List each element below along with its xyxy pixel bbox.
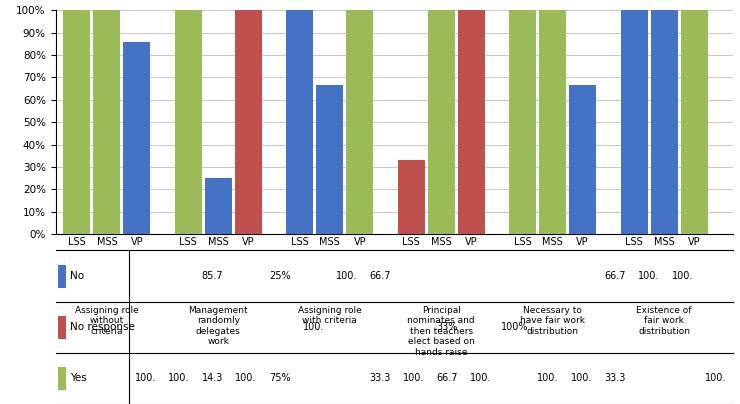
Bar <box>124 42 150 234</box>
Bar <box>64 10 90 234</box>
Text: Necessary to
have fair work
distribution: Necessary to have fair work distribution <box>520 306 585 336</box>
Text: Assigning role
with criteria: Assigning role with criteria <box>298 306 362 326</box>
Text: 33%: 33% <box>437 322 458 332</box>
Text: 75%: 75% <box>269 373 290 383</box>
Text: 100.: 100. <box>303 322 324 332</box>
Bar <box>58 316 67 339</box>
Text: 25%: 25% <box>269 271 290 281</box>
Bar <box>175 10 202 234</box>
Text: No response: No response <box>70 322 135 332</box>
Text: 100.: 100. <box>571 373 592 383</box>
Text: 100.: 100. <box>672 271 693 281</box>
Text: 100.: 100. <box>135 373 156 383</box>
Text: Management
randomly
delegates
work: Management randomly delegates work <box>189 306 248 346</box>
Bar <box>235 10 262 234</box>
Text: 66.7: 66.7 <box>437 373 458 383</box>
Text: 100.: 100. <box>336 271 357 281</box>
Bar <box>509 10 536 234</box>
Text: Assigning role
without
criteria: Assigning role without criteria <box>75 306 139 336</box>
Text: 100.: 100. <box>168 373 189 383</box>
Bar <box>539 10 566 234</box>
Text: No: No <box>70 271 84 281</box>
Text: 85.7: 85.7 <box>202 271 223 281</box>
Text: 66.7: 66.7 <box>605 271 626 281</box>
Bar <box>569 85 596 234</box>
Text: 33.3: 33.3 <box>369 373 391 383</box>
Bar <box>397 160 425 234</box>
Bar <box>205 178 232 234</box>
Bar <box>93 10 121 234</box>
Text: 100.: 100. <box>537 373 559 383</box>
Bar <box>346 10 373 234</box>
Bar <box>58 367 67 390</box>
Text: 100.: 100. <box>403 373 425 383</box>
Bar <box>681 10 707 234</box>
Bar <box>58 265 67 288</box>
Text: 100.: 100. <box>235 373 257 383</box>
Bar <box>457 10 485 234</box>
Bar <box>650 10 678 234</box>
Text: Principal
nominates and
then teachers
elect based on
hands raise: Principal nominates and then teachers el… <box>408 306 475 357</box>
Bar <box>316 85 343 234</box>
Text: 14.3: 14.3 <box>202 373 223 383</box>
Text: 100%: 100% <box>501 322 528 332</box>
Bar <box>428 10 454 234</box>
Text: Yes: Yes <box>70 373 87 383</box>
Text: 33.3: 33.3 <box>605 373 626 383</box>
Text: 100.: 100. <box>470 373 491 383</box>
Bar <box>286 10 313 234</box>
Text: 100.: 100. <box>638 271 659 281</box>
Text: 66.7: 66.7 <box>369 271 391 281</box>
Bar <box>621 10 648 234</box>
Text: 100.: 100. <box>705 373 727 383</box>
Text: Existence of
fair work
distribution: Existence of fair work distribution <box>636 306 692 336</box>
